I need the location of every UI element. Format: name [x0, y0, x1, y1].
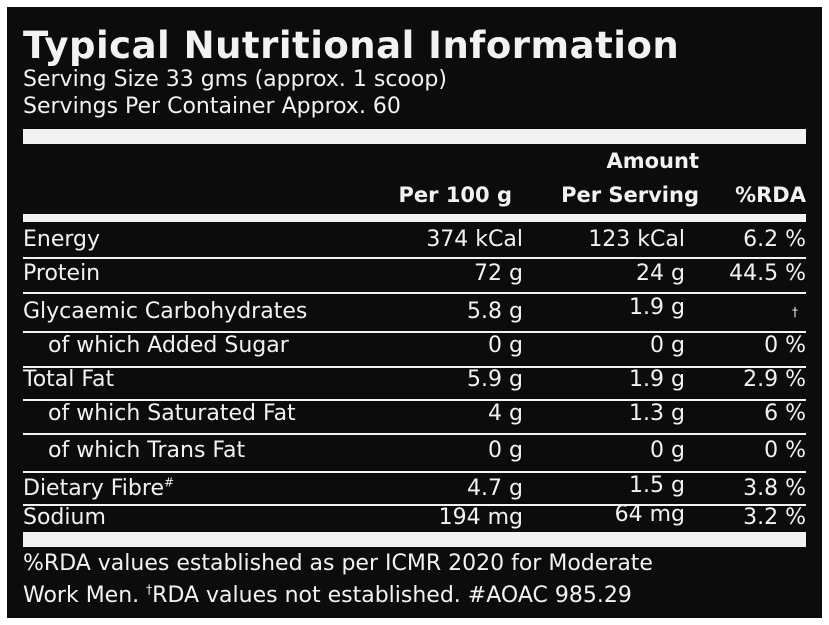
row-per100: 0 g: [488, 333, 523, 358]
row-serving: 64 mg: [614, 502, 685, 527]
row-per100: 374 kCal: [426, 227, 523, 252]
footnote: %RDA values established as per ICMR 2020…: [23, 548, 653, 612]
row-divider: [23, 292, 806, 294]
row-label-sup: #: [163, 475, 175, 490]
row-serving: 123 kCal: [588, 227, 685, 252]
row-divider: [23, 433, 806, 435]
row-added-sugar: of which Added Sugar 0 g 0 g 0 %: [23, 332, 806, 360]
row-protein: Protein 72 g 24 g 44.5 %: [23, 260, 806, 288]
header-divider: [23, 214, 806, 222]
footnote-line-2: Work Men. †RDA values not established. #…: [23, 580, 653, 612]
row-saturated-fat: of which Saturated Fat 4 g 1.3 g 6 %: [23, 400, 806, 428]
row-trans-fat: of which Trans Fat 0 g 0 g 0 %: [23, 437, 806, 465]
row-label-text: Dietary Fibre: [23, 476, 164, 501]
row-rda: 6 %: [764, 401, 806, 426]
row-dietary-fibre: Dietary Fibre# 4.7 g 1.5 g 3.8 %: [23, 473, 806, 503]
row-per100: 0 g: [488, 438, 523, 463]
panel-title: Typical Nutritional Information: [23, 24, 680, 67]
top-divider: [23, 129, 806, 144]
row-label: Dietary Fibre#: [23, 475, 174, 503]
nutrition-panel: Typical Nutritional Information Serving …: [7, 7, 822, 618]
row-label: Energy: [23, 227, 101, 252]
row-divider: [23, 257, 806, 259]
row-rda: 3.8 %: [743, 476, 806, 501]
row-serving: 24 g: [636, 261, 685, 286]
footnote-line-2-end: RDA values not established. #AOAC 985.29: [152, 583, 632, 608]
row-label: Sodium: [23, 505, 106, 530]
row-divider: [23, 471, 806, 473]
row-energy: Energy 374 kCal 123 kCal 6.2 %: [23, 226, 806, 254]
servings-per-container: Servings Per Container Approx. 60: [23, 94, 401, 119]
row-per100: 5.9 g: [467, 367, 523, 392]
row-serving: 0 g: [650, 438, 685, 463]
row-rda: †: [792, 305, 798, 319]
row-per100: 194 mg: [438, 505, 523, 530]
row-label: Total Fat: [23, 367, 115, 392]
row-label: of which Trans Fat: [48, 438, 246, 463]
row-rda: 0 %: [764, 333, 806, 358]
row-serving: 1.9 g: [629, 367, 685, 392]
row-rda: 44.5 %: [729, 261, 806, 286]
row-divider: [23, 504, 806, 506]
row-label: of which Saturated Fat: [48, 401, 296, 426]
row-rda: 6.2 %: [743, 227, 806, 252]
row-divider: [23, 399, 806, 401]
row-rda: 3.2 %: [743, 505, 806, 530]
header-rda: %RDA: [735, 183, 806, 207]
header-per-serving: Per Serving: [561, 183, 699, 207]
row-serving: 1.3 g: [629, 401, 685, 426]
footnote-dagger: †: [146, 582, 153, 597]
row-serving: 0 g: [650, 333, 685, 358]
row-per100: 4.7 g: [467, 476, 523, 501]
row-glycaemic-carbohydrates: Glycaemic Carbohydrates 5.8 g 1.9 g †: [23, 295, 806, 326]
row-divider: [23, 366, 806, 368]
row-per100: 72 g: [474, 261, 523, 286]
row-per100: 5.8 g: [467, 299, 523, 324]
bottom-divider: [23, 532, 806, 547]
header-per100: Per 100 g: [398, 183, 512, 207]
row-serving: 1.9 g: [629, 295, 685, 320]
row-per100: 4 g: [488, 401, 523, 426]
footnote-line-1: %RDA values established as per ICMR 2020…: [23, 551, 653, 576]
row-total-fat: Total Fat 5.9 g 1.9 g 2.9 %: [23, 366, 806, 394]
row-label: of which Added Sugar: [48, 333, 289, 358]
header-amount: Amount: [606, 149, 699, 173]
row-rda: 0 %: [764, 438, 806, 463]
row-sodium: Sodium 194 mg 64 mg 3.2 %: [23, 502, 806, 532]
serving-size: Serving Size 33 gms (approx. 1 scoop): [23, 67, 447, 92]
row-divider: [23, 331, 806, 333]
row-label: Glycaemic Carbohydrates: [23, 299, 308, 324]
row-rda: 2.9 %: [743, 367, 806, 392]
footnote-line-2-start: Work Men.: [23, 583, 147, 608]
row-label: Protein: [23, 261, 101, 286]
row-serving: 1.5 g: [629, 473, 685, 498]
